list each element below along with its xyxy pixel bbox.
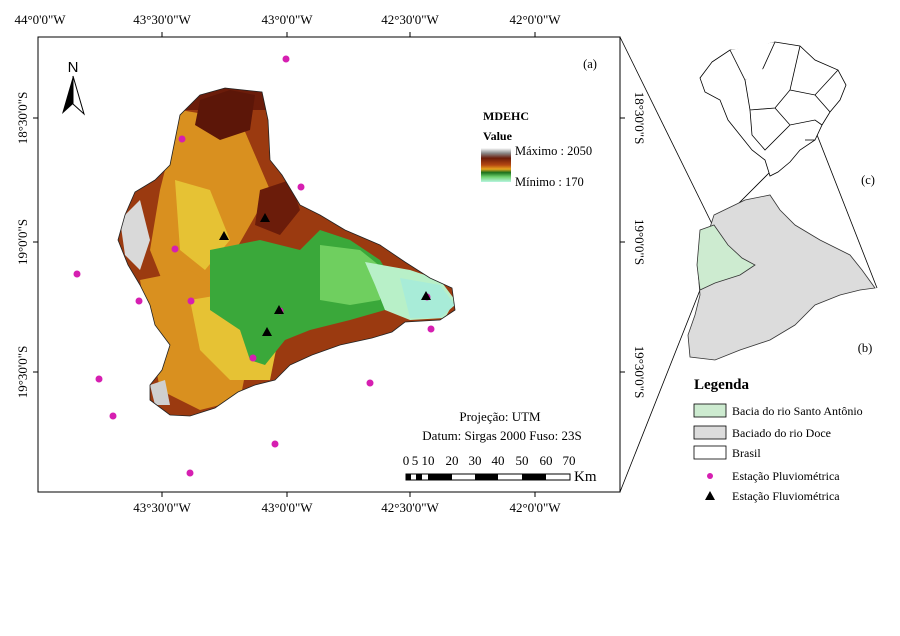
left-lat-label: 19°30'0"S [15,346,30,399]
top-lon-label: 44°0'0"W [14,12,66,27]
rain-station [366,379,374,387]
bottom-lon-label: 42°0'0"W [509,500,561,515]
datum-text: Datum: Sirgas 2000 Fuso: 23S [422,428,581,443]
scale-label: 0 [403,453,410,468]
rain-station [178,135,186,143]
legend: Legenda Bacia do rio Santo Antônio Bacia… [693,377,863,503]
elevation-legend-title: MDEHC [483,109,529,123]
rain-station [95,375,103,383]
legend-flow-station-icon [705,491,715,500]
right-latitude-labels: 18°30'0"S 19°0'0"S 19°30'0"S [632,92,647,399]
scale-label: 5 [412,453,419,468]
legend-label: Bacia do rio Santo Antônio [732,404,863,418]
rain-station [249,354,257,362]
left-ticks [33,117,38,373]
brazil-inset-map [699,41,847,177]
legend-label: Brasil [732,446,761,460]
flow-station [260,213,270,222]
santo-antonio-subbasin [696,224,756,291]
bottom-longitude-labels: 43°30'0"W 43°0'0"W 42°30'0"W 42°0'0"W [133,500,561,515]
left-latitude-labels: 18°30'0"S 19°0'0"S 19°30'0"S [15,92,30,399]
rain-station [282,55,290,63]
right-ticks [620,117,625,373]
legend-label: Baciado do rio Doce [732,426,831,440]
left-lat-label: 18°30'0"S [15,92,30,145]
top-lon-label: 43°30'0"W [133,12,191,27]
right-lat-label: 19°0'0"S [632,219,647,265]
top-lon-label: 42°30'0"W [381,12,439,27]
panel-label-c: (c) [861,173,875,187]
panel-label-b: (b) [858,341,873,355]
legend-label: Estação Pluviométrica [732,469,840,483]
scale-label: 30 [469,453,482,468]
top-lon-label: 42°0'0"W [509,12,561,27]
scale-bar: 0 5 10 20 30 40 50 60 70 Km [403,453,597,485]
legend-swatch-santo-antonio [693,403,727,418]
legend-title: Legenda [694,377,750,393]
rain-station [109,412,117,420]
scale-unit: Km [574,469,597,485]
legend-swatch-rio-doce [693,425,727,440]
right-lat-label: 18°30'0"S [632,92,647,145]
flow-station [421,291,431,300]
scale-label: 60 [540,453,553,468]
flow-stations [219,213,431,336]
scale-label: 20 [446,453,459,468]
top-ticks [161,32,536,37]
rain-station [171,245,179,253]
bottom-ticks [161,492,536,497]
legend-rain-station-icon [707,473,713,479]
rain-station [427,325,435,333]
top-lon-label: 43°0'0"W [261,12,313,27]
top-longitude-labels: 44°0'0"W 43°30'0"W 43°0'0"W 42°30'0"W 42… [14,12,561,27]
north-arrow-icon: N [62,59,85,116]
projection-text: Projeção: UTM [459,409,541,424]
legend-swatch-brasil [693,445,727,460]
elevation-min-label: Mínimo : 170 [515,175,584,189]
right-lat-label: 19°30'0"S [632,346,647,399]
scale-label: 50 [516,453,529,468]
flow-station [262,327,272,336]
flow-station [219,231,229,240]
rain-station [187,297,195,305]
elevation-color-ramp [481,148,511,182]
bottom-lon-label: 42°30'0"W [381,500,439,515]
rio-doce-basin [687,194,876,361]
bottom-lon-label: 43°0'0"W [261,500,313,515]
left-lat-label: 19°0'0"S [15,219,30,265]
flow-station [274,305,284,314]
rain-station [135,297,143,305]
legend-label: Estação Fluviométrica [732,489,840,503]
bottom-lon-label: 43°30'0"W [133,500,191,515]
rain-station [297,183,305,191]
rio-doce-inset-map [687,194,876,361]
elevation-legend: MDEHC Value Máximo : 2050 Mínimo : 170 [481,109,592,189]
elevation-max-label: Máximo : 2050 [515,144,592,158]
scale-label: 10 [422,453,435,468]
rain-station [73,270,81,278]
rain-station [271,440,279,448]
panel-label-a: (a) [583,57,597,71]
scale-label: 70 [563,453,576,468]
elevation-legend-subtitle: Value [483,129,513,143]
svg-text:N: N [68,59,79,76]
scale-label: 40 [492,453,505,468]
rain-station [186,469,194,477]
